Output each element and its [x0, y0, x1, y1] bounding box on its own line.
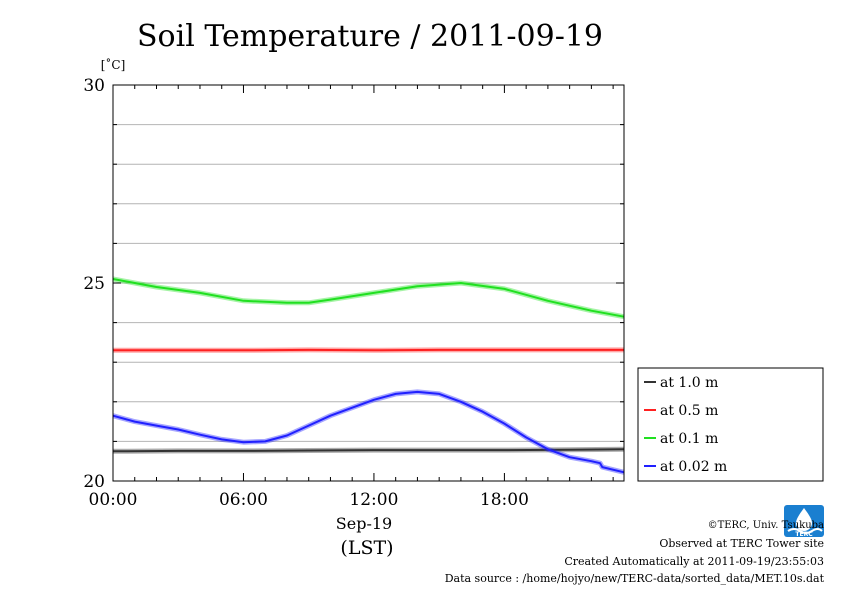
gridlines [113, 124, 624, 442]
series-line-at-0-1-m [112, 278, 625, 318]
logo-text: TERC [795, 531, 813, 538]
legend-label: at 0.1 m [660, 431, 718, 447]
site-text: Observed at TERC Tower site [659, 537, 824, 550]
x-tick-label: 00:00 [89, 490, 138, 510]
series-line-at-0-02-m [112, 390, 625, 474]
y-tick-label: 20 [83, 472, 105, 492]
series-layer [112, 276, 625, 475]
y-axis-label: [˚C] [101, 57, 126, 72]
legend-label: at 0.5 m [660, 403, 718, 419]
x-tick-label: 18:00 [480, 490, 529, 510]
x-tick-label: 06:00 [219, 490, 268, 510]
x-axis-timezone-label: (LST) [340, 537, 393, 559]
chart-title: Soil Temperature / 2011-09-19 [137, 19, 603, 54]
axes: 20 25 30 00:00 06:00 12:00 18:00 [83, 76, 624, 510]
x-axis-date-label: Sep-19 [336, 514, 392, 533]
series-band-at-0-1-m [112, 276, 625, 320]
created-text: Created Automatically at 2011-09-19/23:5… [564, 555, 824, 568]
legend-box [637, 367, 824, 482]
legend-label: at 0.02 m [660, 459, 727, 475]
data-source-text: Data source : /home/hojyo/new/TERC-data/… [444, 572, 824, 585]
legend: at 1.0 m at 0.5 m at 0.1 m at 0.02 m [637, 367, 824, 482]
legend-label: at 1.0 m [660, 375, 718, 391]
x-tick-label: 12:00 [349, 490, 398, 510]
y-tick-label: 30 [83, 76, 105, 96]
copyright-text: ©TERC, Univ. Tsukuba [707, 520, 824, 531]
y-tick-label: 25 [83, 274, 105, 294]
terc-logo: TERC [784, 505, 824, 538]
